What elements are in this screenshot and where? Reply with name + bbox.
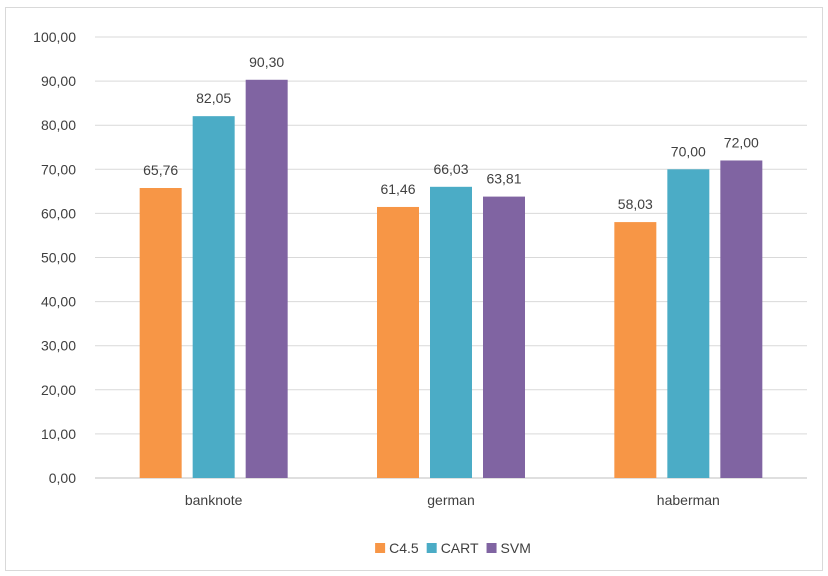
y-tick-label: 80,00 (41, 117, 76, 133)
bar-svm-banknote (245, 79, 288, 478)
data-label: 82,05 (196, 90, 231, 106)
legend-label: CART (441, 540, 479, 556)
bar-cart-german (430, 186, 472, 479)
x-category-label: german (427, 492, 474, 508)
y-tick-label: 40,00 (41, 294, 76, 310)
legend-swatch-cart (426, 543, 437, 553)
data-label: 58,03 (618, 196, 653, 212)
x-axis-category-labels: banknote german haberman (185, 492, 720, 508)
x-category-label: haberman (657, 492, 720, 508)
y-tick-label: 70,00 (41, 161, 76, 177)
bars (139, 79, 763, 479)
bar-c45-german (377, 206, 419, 478)
y-tick-label: 0,00 (49, 470, 76, 486)
data-label: 65,76 (143, 162, 178, 178)
y-tick-label: 50,00 (41, 250, 76, 266)
legend-swatch-svm (486, 543, 497, 553)
legend-label: C4.5 (389, 540, 419, 556)
legend-swatch-c45 (375, 543, 386, 553)
bar-c45-banknote (139, 187, 182, 478)
y-tick-label: 90,00 (41, 73, 76, 89)
bar-cart-banknote (192, 116, 235, 479)
bar-svm-german (483, 196, 525, 478)
y-tick-label: 60,00 (41, 205, 76, 221)
data-label: 70,00 (671, 143, 706, 159)
y-tick-label: 100,00 (33, 29, 76, 45)
data-label: 61,46 (380, 181, 415, 197)
data-label: 66,03 (433, 161, 468, 177)
legend-label: SVM (501, 540, 531, 556)
bar-cart-haberman (667, 169, 710, 479)
bar-c45-haberman (614, 222, 657, 478)
data-label: 72,00 (724, 134, 759, 150)
data-labels: 65,76 82,05 90,30 61,46 66,03 63,81 58,03 70,00… (143, 54, 759, 212)
y-tick-label: 10,00 (41, 426, 76, 442)
y-tick-label: 30,00 (41, 338, 76, 354)
x-category-label: banknote (185, 492, 243, 508)
bar-svm-haberman (720, 160, 763, 479)
legend: C4.5 CART SVM (375, 540, 531, 556)
y-axis-tick-labels: 0,00 10,00 20,00 30,00 40,00 50,00 60,00 70,00 8… (33, 29, 76, 486)
data-label: 63,81 (486, 171, 521, 187)
data-label: 90,30 (249, 54, 284, 70)
y-tick-label: 20,00 (41, 382, 76, 398)
